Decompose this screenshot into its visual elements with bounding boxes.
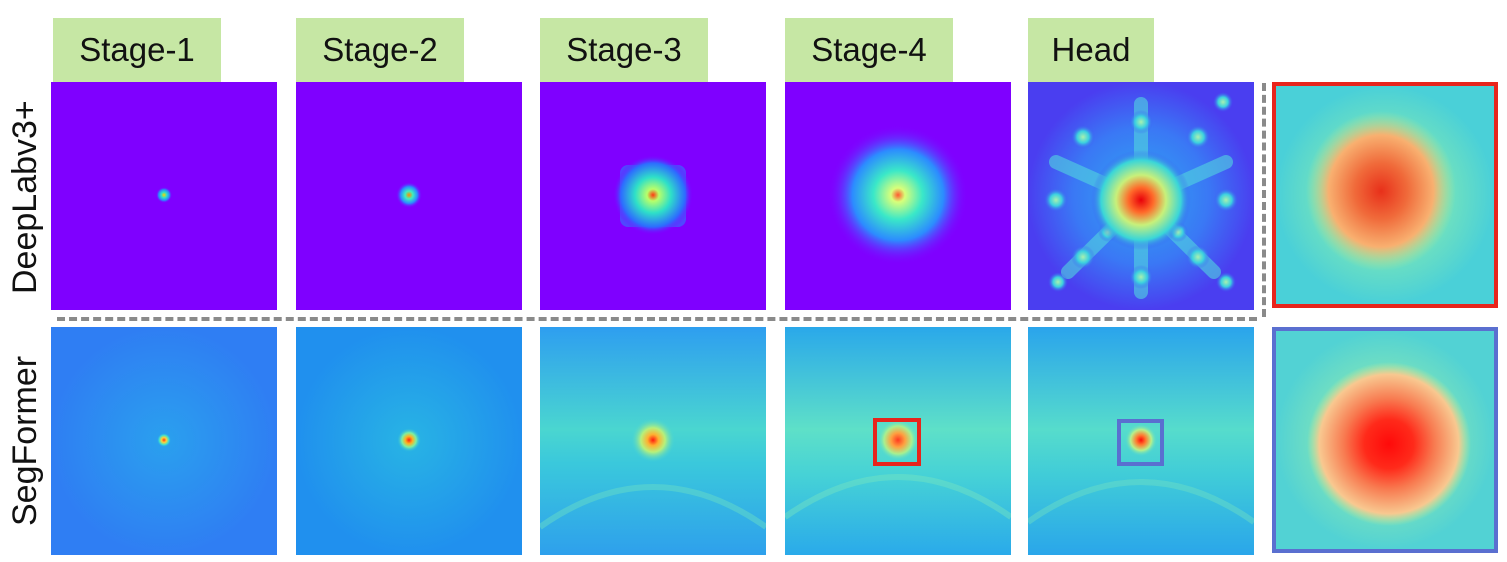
column-divider-dashed — [1262, 83, 1266, 317]
row-divider-dashed — [57, 317, 1257, 321]
deeplab-stage-4-map — [785, 82, 1011, 310]
row-label-deeplabv3plus: DeepLabv3+ — [6, 100, 44, 294]
segformer-stage-3-map — [540, 327, 766, 555]
roi-box-red — [873, 418, 921, 466]
segformer-stage-4-map — [785, 327, 1011, 555]
label-stage-2: Stage-2 — [296, 18, 464, 82]
segformer-stage-1-map — [51, 327, 277, 555]
segformer-stage-2-map — [296, 327, 522, 555]
label-stage-3: Stage-3 — [540, 18, 708, 82]
segformer-head-map — [1028, 327, 1254, 555]
label-stage-1: Stage-1 — [53, 18, 221, 82]
deeplab-stage-2-map — [296, 82, 522, 310]
row-label-segformer: SegFormer — [6, 355, 44, 527]
deeplab-stage-3-map — [540, 82, 766, 310]
deeplab-stage-1-map — [51, 82, 277, 310]
zoom-panel-blue — [1272, 327, 1498, 553]
zoom-panel-red — [1272, 82, 1498, 308]
label-head: Head — [1028, 18, 1154, 82]
deeplab-head-map — [1028, 82, 1254, 310]
label-stage-4: Stage-4 — [785, 18, 953, 82]
roi-box-blue — [1117, 419, 1164, 466]
